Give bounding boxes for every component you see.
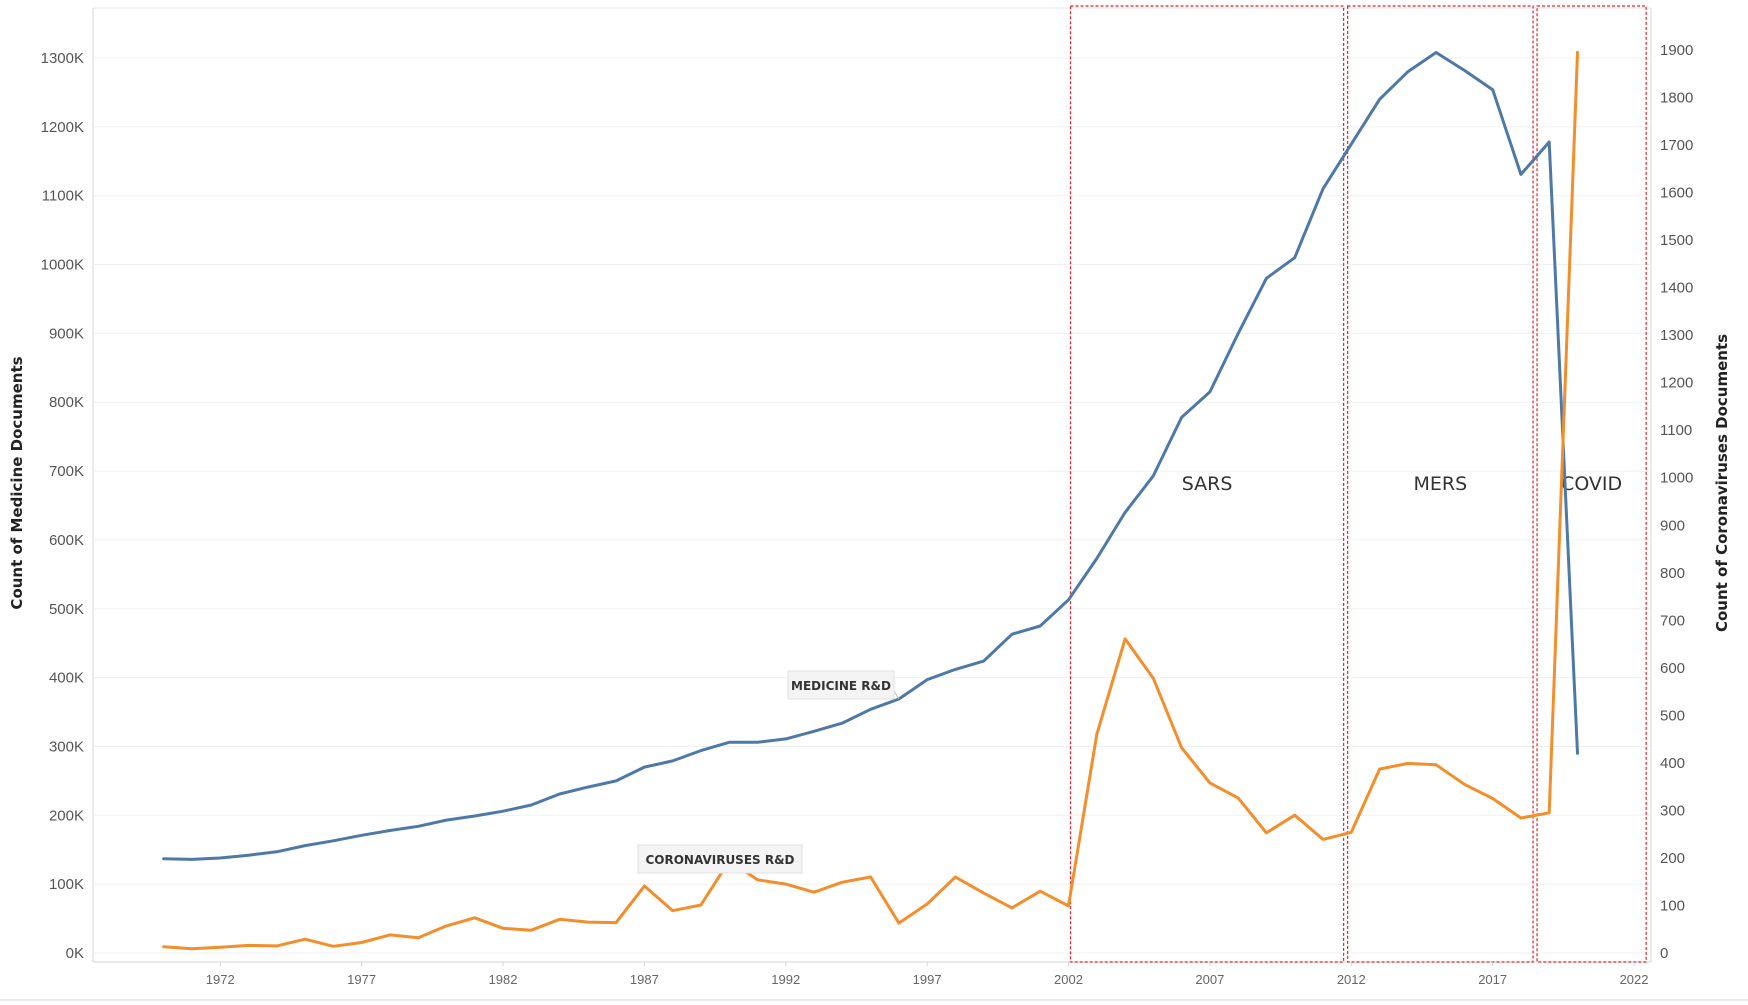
left-axis-title: Count of Medicine Documents <box>8 356 26 609</box>
period-label-mers: MERS <box>1414 473 1468 495</box>
x-tick-label: 1972 <box>206 972 235 987</box>
right-tick-label: 100 <box>1660 897 1685 914</box>
left-tick-label: 1100K <box>42 188 84 205</box>
right-tick-label: 1100 <box>1660 422 1692 439</box>
x-tick-label: 1992 <box>771 972 800 987</box>
period-box <box>1536 5 1647 963</box>
x-tick-label: 1977 <box>347 972 376 987</box>
right-tick-label: 400 <box>1660 755 1685 772</box>
left-tick-label: 1200K <box>41 119 84 136</box>
callout-leader-line <box>893 690 900 700</box>
left-tick-label: 700K <box>49 463 84 480</box>
right-tick-label: 1600 <box>1660 185 1693 202</box>
left-tick-label: 300K <box>49 738 84 755</box>
left-tick-label: 400K <box>49 670 84 687</box>
x-tick-label: 1982 <box>489 972 518 987</box>
left-tick-label: 500K <box>49 601 84 618</box>
left-tick-label: 600K <box>49 532 84 549</box>
left-tick-label: 1300K <box>41 50 84 67</box>
right-tick-label: 1500 <box>1660 232 1693 249</box>
x-tick-label: 2012 <box>1337 972 1366 987</box>
right-tick-label: 700 <box>1660 612 1685 629</box>
right-tick-label: 500 <box>1660 707 1685 724</box>
left-tick-label: 100K <box>49 876 84 893</box>
period-boxes: SARS MERS COVID <box>1069 5 1647 963</box>
right-tick-label: 1200 <box>1660 375 1693 392</box>
right-tick-label: 1400 <box>1660 280 1693 297</box>
callout-label: MEDICINE R&D <box>791 679 891 693</box>
callout-box <box>787 670 895 700</box>
callout-label: CORONAVIRUSES R&D <box>645 853 794 867</box>
right-tick-label: 800 <box>1660 565 1685 582</box>
period-label-covid: COVID <box>1561 473 1622 495</box>
series-lines <box>162 50 1579 951</box>
left-y-axis: 0K 100K 200K 300K 400K 500K 600K 700K 800K 900K 10… <box>41 50 84 962</box>
chart-frame <box>0 7 1748 1001</box>
right-tick-label: 1700 <box>1660 137 1693 154</box>
right-tick-label: 0 <box>1660 945 1668 962</box>
period-box <box>1069 5 1345 963</box>
x-tick-label: 2002 <box>1054 972 1083 987</box>
series-line-coronaviruses-r-d <box>162 50 1579 951</box>
series-callouts: MEDICINE R&D CORONAVIRUSES R&D <box>637 670 900 874</box>
right-tick-label: 900 <box>1660 517 1685 534</box>
left-tick-label: 800K <box>49 394 84 411</box>
right-axis-title: Count of Coronaviruses Documents <box>1713 334 1731 632</box>
series-line-medicine-r-d <box>162 51 1579 861</box>
left-tick-label: 1000K <box>41 257 84 274</box>
right-tick-label: 1800 <box>1660 90 1693 107</box>
left-tick-label: 200K <box>49 807 84 824</box>
left-tick-label: 900K <box>49 325 84 342</box>
x-tick-label: 2022 <box>1620 972 1649 987</box>
right-tick-label: 600 <box>1660 660 1685 677</box>
gridlines <box>93 57 1651 954</box>
x-tick-label: 2017 <box>1478 972 1507 987</box>
left-tick-label: 0K <box>66 945 84 962</box>
period-box <box>1347 5 1534 963</box>
right-tick-label: 200 <box>1660 850 1685 867</box>
right-tick-label: 1300 <box>1660 327 1693 344</box>
right-tick-label: 300 <box>1660 802 1685 819</box>
x-tick-label: 1997 <box>913 972 942 987</box>
callout-box <box>637 844 803 874</box>
right-y-axis: 0 100 200 300 400 500 600 700 800 900 1000 1100 1200… <box>1660 42 1693 962</box>
period-label-sars: SARS <box>1182 473 1233 495</box>
right-tick-label: 1900 <box>1660 42 1693 59</box>
x-tick-label: 2007 <box>1195 972 1224 987</box>
x-tick-label: 1987 <box>630 972 659 987</box>
x-axis: 1972 1977 1982 1987 1992 1997 2002 2007 2012 2017… <box>206 962 1649 987</box>
right-tick-label: 1000 <box>1660 470 1693 487</box>
